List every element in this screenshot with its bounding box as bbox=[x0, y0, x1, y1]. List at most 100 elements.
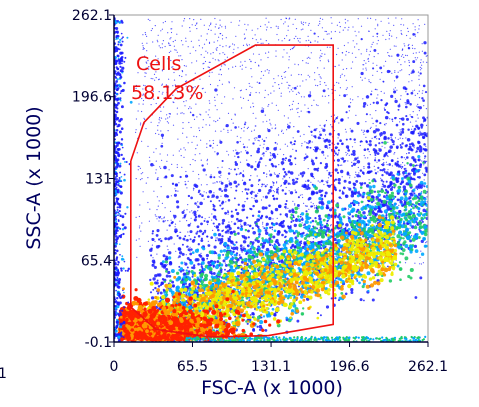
density-dot bbox=[395, 123, 399, 127]
density-dot bbox=[346, 68, 348, 70]
density-dot bbox=[373, 165, 375, 167]
density-dot bbox=[156, 218, 158, 220]
density-dot bbox=[155, 77, 157, 79]
density-dot bbox=[206, 235, 209, 238]
density-dot bbox=[142, 45, 144, 47]
density-dot bbox=[194, 289, 198, 293]
density-dot bbox=[200, 246, 204, 249]
density-dot bbox=[291, 243, 295, 247]
density-dot bbox=[308, 233, 312, 237]
density-dot bbox=[370, 126, 372, 128]
density-dot bbox=[213, 245, 217, 249]
density-dot bbox=[194, 93, 196, 95]
density-dot bbox=[307, 143, 310, 145]
density-dot bbox=[259, 144, 261, 146]
density-dot bbox=[335, 255, 337, 257]
density-dot bbox=[328, 208, 333, 212]
density-dot bbox=[270, 92, 272, 94]
density-dot bbox=[362, 211, 366, 215]
density-dot bbox=[223, 188, 228, 192]
density-dot bbox=[180, 40, 183, 42]
density-dot bbox=[227, 199, 231, 202]
density-dot bbox=[225, 123, 229, 128]
density-dot bbox=[254, 167, 257, 171]
density-dot bbox=[362, 282, 366, 286]
density-dot bbox=[280, 184, 282, 186]
density-dot bbox=[204, 91, 206, 93]
density-dot bbox=[242, 208, 246, 211]
density-dot bbox=[174, 189, 177, 192]
density-dot bbox=[242, 44, 245, 47]
density-dot bbox=[284, 192, 287, 195]
density-dot bbox=[361, 285, 365, 289]
density-dot bbox=[226, 56, 228, 58]
density-dot bbox=[405, 115, 408, 118]
density-dot bbox=[382, 180, 385, 183]
density-dot bbox=[138, 166, 140, 168]
density-dot bbox=[293, 223, 297, 228]
density-dot bbox=[308, 125, 310, 127]
density-dot bbox=[375, 119, 379, 123]
density-dot bbox=[325, 305, 330, 309]
density-dot bbox=[184, 174, 189, 178]
density-dot bbox=[292, 46, 295, 49]
density-dot bbox=[255, 161, 257, 163]
density-dot bbox=[193, 188, 195, 190]
density-dot bbox=[385, 152, 388, 155]
density-dot bbox=[398, 59, 401, 61]
density-dot bbox=[409, 227, 411, 229]
density-dot bbox=[259, 216, 263, 220]
density-dot bbox=[208, 267, 213, 272]
density-dot bbox=[228, 227, 232, 231]
density-dot bbox=[366, 104, 369, 106]
density-dot bbox=[326, 181, 329, 184]
density-dot bbox=[314, 209, 319, 214]
density-dot bbox=[368, 30, 370, 32]
density-dot bbox=[423, 185, 426, 188]
density-dot bbox=[238, 173, 240, 175]
density-dot bbox=[422, 147, 425, 151]
density-dot bbox=[239, 172, 242, 175]
density-dot bbox=[409, 37, 411, 39]
density-dot bbox=[240, 223, 242, 225]
density-dot bbox=[345, 138, 348, 141]
density-dot bbox=[209, 116, 211, 118]
density-dot bbox=[272, 85, 274, 87]
density-dot bbox=[216, 181, 219, 183]
density-dot bbox=[190, 107, 192, 109]
density-dot bbox=[260, 199, 263, 201]
density-dot bbox=[321, 27, 323, 29]
density-dot bbox=[317, 36, 319, 38]
density-dot bbox=[426, 196, 428, 198]
density-dot bbox=[312, 238, 315, 240]
density-dot bbox=[170, 28, 172, 30]
density-dot bbox=[162, 288, 165, 292]
density-dot bbox=[229, 251, 234, 256]
density-dot bbox=[219, 69, 221, 71]
density-dot bbox=[289, 237, 293, 241]
density-dot bbox=[410, 172, 412, 174]
density-dot bbox=[297, 266, 301, 270]
density-dot bbox=[227, 209, 229, 212]
density-dot bbox=[209, 175, 213, 179]
density-dot bbox=[149, 19, 151, 22]
density-dot bbox=[200, 18, 202, 20]
density-dot bbox=[306, 142, 308, 144]
density-dot bbox=[217, 232, 222, 237]
density-dot bbox=[325, 30, 327, 33]
density-dot bbox=[159, 238, 162, 240]
density-dot bbox=[337, 133, 340, 136]
density-dot bbox=[160, 144, 164, 148]
density-dot bbox=[315, 242, 319, 245]
density-dot bbox=[174, 84, 176, 86]
density-dot bbox=[278, 164, 280, 166]
density-dot bbox=[317, 41, 319, 43]
density-dot bbox=[170, 37, 172, 39]
density-dot bbox=[288, 67, 290, 69]
density-dot bbox=[360, 25, 363, 27]
density-dot bbox=[396, 247, 398, 249]
density-dot bbox=[338, 296, 342, 300]
density-dot bbox=[189, 30, 191, 32]
density-dot bbox=[342, 186, 346, 190]
density-dot bbox=[245, 88, 247, 91]
